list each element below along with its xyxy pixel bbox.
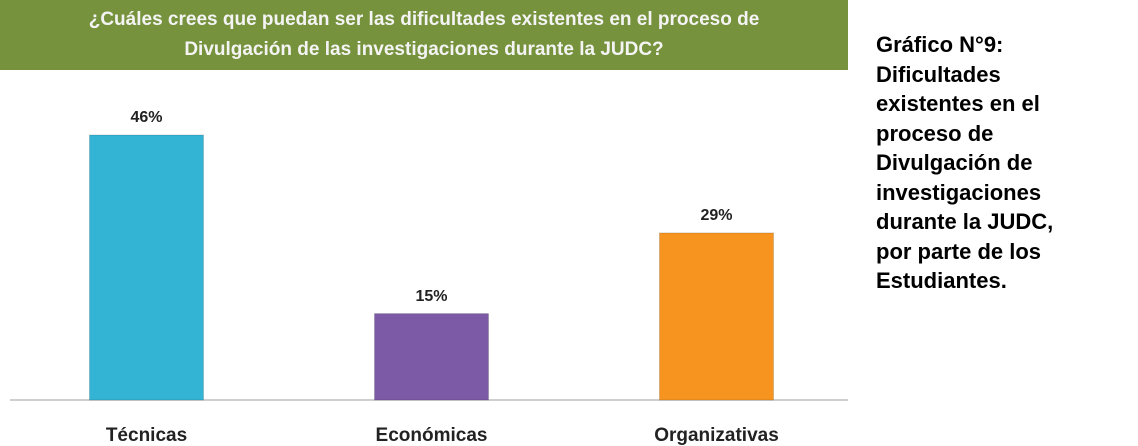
- caption: Gráfico N°9: Dificultades existentes en el…: [876, 30, 1138, 296]
- caption-line: Gráfico N°9:: [876, 32, 1004, 57]
- x-tick-label: Económicas: [376, 425, 488, 446]
- title-banner: ¿Cuáles crees que puedan ser las dificul…: [0, 0, 848, 70]
- chart-title: ¿Cuáles crees que puedan ser las dificul…: [88, 9, 760, 30]
- caption-line: Divulgación de: [876, 150, 1033, 175]
- value-label: 15%: [415, 288, 447, 305]
- caption-line: proceso de: [876, 120, 994, 146]
- caption-line: Estudiantes.: [876, 268, 1007, 293]
- bar: [374, 313, 489, 401]
- chart: 46% Técnicas 15% Económicas 29% Organizativas: [10, 109, 848, 446]
- bar: [89, 134, 204, 401]
- caption-line: investigaciones: [876, 179, 1042, 205]
- value-label: 29%: [700, 207, 732, 224]
- caption-line: durante la JUDC,: [876, 209, 1054, 234]
- x-tick-label: Técnicas: [106, 425, 187, 446]
- x-tick-label: Organizativas: [654, 425, 779, 446]
- bar: [659, 232, 774, 401]
- caption-line: existentes en el: [876, 91, 1040, 116]
- value-label: 46%: [130, 109, 162, 126]
- caption-line: Dificultades: [876, 61, 1001, 87]
- chart-title: Divulgación de las investigaciones duran…: [184, 39, 664, 60]
- caption-line: por parte de los: [876, 238, 1042, 264]
